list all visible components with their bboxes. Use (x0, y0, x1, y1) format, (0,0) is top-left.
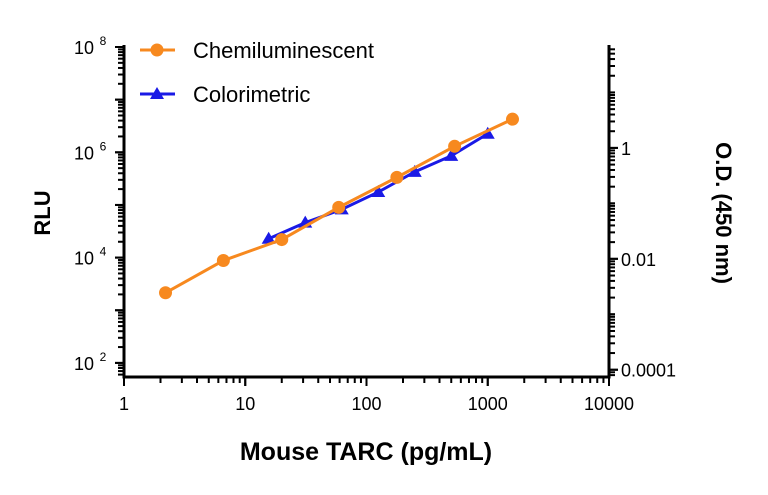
data-point (275, 233, 289, 247)
x-tick-label: 100 (351, 394, 381, 414)
y-axis-label: RLU (30, 190, 55, 235)
axes: 1 10 100 1000 10000 10 2 10 4 10 6 10 8 0.0001 0.01 1 (74, 34, 676, 414)
y2-tick-label: 1 (621, 139, 631, 159)
data-point (448, 139, 462, 153)
x-tick-label: 1 (119, 394, 129, 414)
data-point (444, 148, 459, 161)
legend-marker-circle (150, 43, 164, 57)
y-tick-exponent: 2 (100, 350, 107, 364)
data-point (390, 170, 404, 184)
x-tick-label: 1000 (468, 394, 508, 414)
y-tick-exponent: 6 (100, 139, 107, 153)
data-point (261, 231, 276, 244)
y-tick-label: 10 (74, 249, 94, 269)
y2-tick-label: 0.01 (621, 250, 656, 270)
y2-tick-label: 0.0001 (621, 361, 676, 381)
data-point (505, 112, 519, 126)
series-layer (159, 112, 519, 300)
y-tick-exponent: 4 (100, 245, 107, 259)
legend: Chemiluminescent Colorimetric (140, 38, 374, 107)
x-tick-label: 10000 (584, 394, 634, 414)
data-point (216, 254, 230, 268)
data-point (407, 164, 422, 177)
y-tick-exponent: 8 (100, 34, 107, 48)
y-tick-label: 10 (74, 354, 94, 374)
x-tick-label: 10 (235, 394, 255, 414)
y2-axis-label: O.D. (450 nm) (711, 142, 736, 284)
legend-label: Colorimetric (193, 82, 310, 107)
y-tick-label: 10 (74, 143, 94, 163)
data-point (159, 286, 173, 300)
legend-label: Chemiluminescent (193, 38, 374, 63)
data-point (332, 200, 346, 214)
y-tick-label: 10 (74, 38, 94, 58)
data-point (371, 185, 386, 198)
data-point (480, 126, 495, 139)
legend-marker-triangle (150, 87, 164, 99)
x-axis-label: Mouse TARC (pg/mL) (240, 438, 492, 466)
